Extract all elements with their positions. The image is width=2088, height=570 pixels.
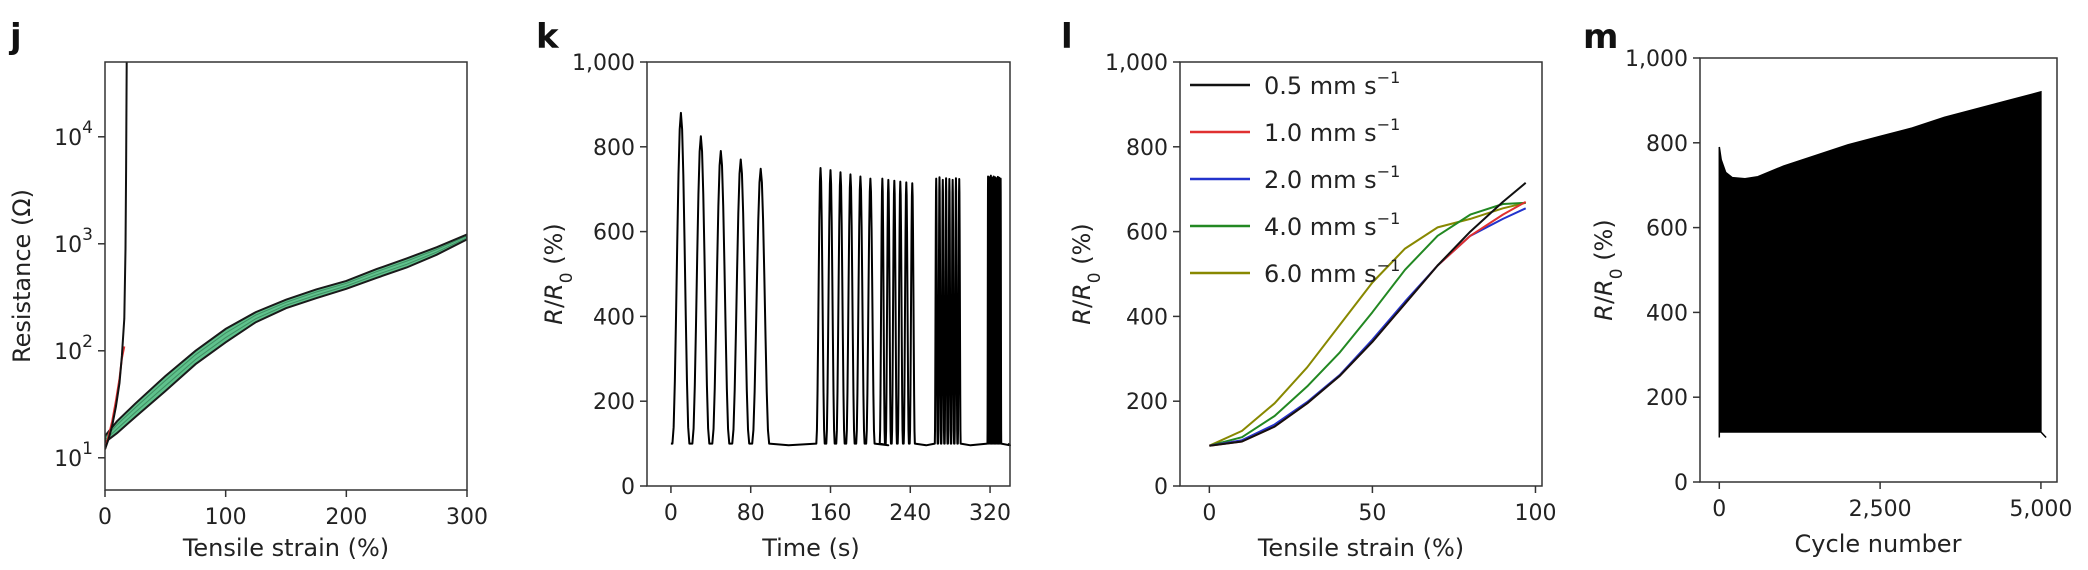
x-axis-label-k: Time (s) <box>761 534 860 562</box>
x-tick-label: 320 <box>969 501 1011 526</box>
y-tick-label: 600 <box>1646 217 1688 242</box>
legend-label: 4.0 mm s−1 <box>1264 209 1400 241</box>
x-tick-label: 300 <box>446 505 488 530</box>
strain-band-area <box>105 233 467 444</box>
panel-label-l: l <box>1061 17 1073 57</box>
y-tick-label: 1,000 <box>1105 51 1168 76</box>
y-tick-label: 800 <box>593 136 635 161</box>
series-line <box>1209 201 1526 447</box>
plot-frame-m <box>1699 57 2058 483</box>
x-axis-label-l: Tensile strain (%) <box>1257 534 1464 562</box>
x-tick-label: 100 <box>205 505 247 530</box>
x-tick-label: 50 <box>1358 501 1386 526</box>
y-tick-label: 104 <box>54 118 93 151</box>
y-tick-label: 1,000 <box>572 51 635 76</box>
panel-label-m: m <box>1583 17 1618 57</box>
series-line <box>1208 201 1526 447</box>
y-tick-label: 200 <box>1126 390 1168 415</box>
legend-l: 0.5 mm s−1 1.0 mm s−1 2.0 mm s−1 4.0 mm s−1… <box>1190 68 1400 288</box>
y-tick-label: 200 <box>1646 386 1688 411</box>
chart-panel-l: l 0 50 100 0 200 400 600 800 1,000 0.5 mm s−1 1.0… <box>1061 17 1556 562</box>
y-axis-label-l: R/R0 (%) <box>1068 223 1105 324</box>
series-line <box>1209 182 1527 447</box>
plot-frame-l <box>1179 61 1543 487</box>
y-tick-label: 102 <box>54 332 93 365</box>
band-inner-line <box>105 237 467 441</box>
x-axis-label-m: Cycle number <box>1795 530 1962 558</box>
x-tick-label: 5,000 <box>2009 497 2072 522</box>
y-tick-label: 1,000 <box>1625 47 1688 72</box>
x-tick-label: 240 <box>889 501 931 526</box>
band-inner-line <box>105 235 467 439</box>
y-axis-label-m: R/R0 (%) <box>1590 219 1627 320</box>
y-tick-label: 0 <box>1674 471 1688 496</box>
x-tick-label: 0 <box>1712 497 1726 522</box>
plot-frame-k <box>646 61 1011 487</box>
y-tick-label: 400 <box>1126 305 1168 330</box>
y-tick-label: 800 <box>1646 132 1688 157</box>
legend-label: 6.0 mm s−1 <box>1264 256 1400 288</box>
x-tick-label: 0 <box>1202 501 1216 526</box>
chart-panel-m: m 0 2,500 5,000 0 200 400 600 800 1,000 Cycle nu… <box>1583 17 2072 558</box>
x-tick-label: 0 <box>664 501 678 526</box>
y-tick-label: 400 <box>1646 301 1688 326</box>
y-tick-label: 200 <box>593 390 635 415</box>
x-tick-label: 2,500 <box>1849 497 1912 522</box>
panel-label-j: j <box>8 17 22 57</box>
chart-panel-k: k 0 80 160 240 320 0 200 400 600 800 1,000 Time (s… <box>536 17 1011 562</box>
y-tick-label: 0 <box>621 475 635 500</box>
y-tick-label: 103 <box>54 225 93 258</box>
series-line <box>1209 207 1527 447</box>
y-axis-label-j: Resistance (Ω) <box>8 189 36 363</box>
y-tick-label: 600 <box>1126 221 1168 246</box>
y-tick-label: 400 <box>593 305 635 330</box>
y-tick-label: 600 <box>593 221 635 246</box>
chart-panel-j: j 0 100 200 300 101 102 103 104 Tensile strain … <box>8 17 488 562</box>
y-tick-label: 0 <box>1154 475 1168 500</box>
legend-label: 0.5 mm s−1 <box>1264 68 1400 100</box>
x-tick-label: 80 <box>737 501 765 526</box>
x-tick-label: 160 <box>809 501 851 526</box>
series-line <box>105 62 128 450</box>
y-tick-label: 800 <box>1126 136 1168 161</box>
panel-label-k: k <box>536 17 560 57</box>
legend-label: 1.0 mm s−1 <box>1264 115 1400 147</box>
y-axis-label-k: R/R0 (%) <box>540 223 577 324</box>
x-axis-label-j: Tensile strain (%) <box>182 534 389 562</box>
legend-label: 2.0 mm s−1 <box>1264 162 1400 194</box>
time-response-line <box>670 111 1011 447</box>
plot-frame-j <box>104 61 468 491</box>
y-tick-label: 101 <box>54 439 93 472</box>
x-tick-label: 0 <box>98 505 112 530</box>
cycle-envelope-area <box>1718 90 2047 439</box>
x-tick-label: 100 <box>1514 501 1556 526</box>
x-tick-label: 200 <box>325 505 367 530</box>
